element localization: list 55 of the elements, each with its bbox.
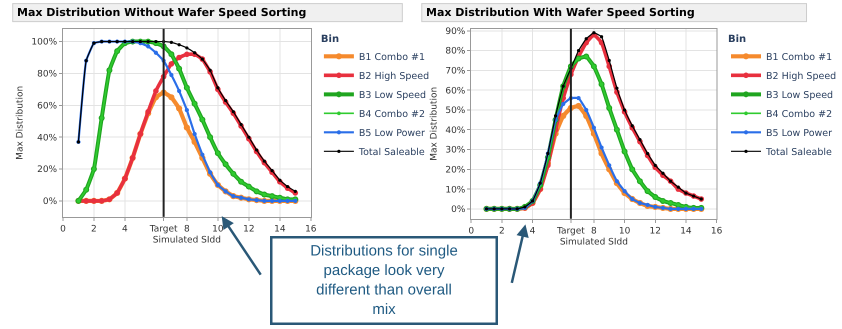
x-tick-label: 0 [468,226,474,237]
y-tick-label: 70% [445,66,466,77]
y-tick-label: 100% [31,38,58,48]
y-axis-title: Max Distribution [16,86,26,160]
legend-label: B5 Low Power [358,128,426,140]
x-tick-label: Target [148,224,178,235]
y-tick-label: 20% [445,165,466,176]
x-tick-label: 10 [212,224,224,235]
x-tick-label: 8 [591,226,598,237]
y-tick-label: 0% [42,197,58,208]
chart-title: Max Distribution Without Wafer Speed Sorting [17,6,306,19]
legend-title: Bin [320,34,340,45]
legend-label: B3 Low Speed [766,90,834,102]
x-tick-label: 16 [305,224,317,235]
y-axis-title: Max Distribution [430,86,440,161]
y-tick-label: 60% [445,86,466,96]
x-tick-label: 10 [618,226,631,237]
x-tick-label: 8 [184,224,190,235]
legend-label: B5 Low Power [766,128,832,140]
x-tick-label: 2 [498,226,505,237]
legend-label: B4 Combo #2 [766,109,832,120]
legend-label: B1 Combo #1 [766,52,832,64]
text: Distributions for single package look very different than overall mix [310,242,458,318]
legend-title: Bin [728,34,746,45]
y-tick-label: 80% [37,70,58,80]
legend-label: B4 Combo #2 [358,109,426,120]
y-tick-label: 80% [445,46,466,57]
x-axis-title: Simulated SIdd [152,235,221,246]
x-tick-label: 16 [710,226,723,237]
x-tick-label: 14 [680,226,692,237]
legend-label: B1 Combo #1 [358,52,426,64]
x-tick-label: 4 [530,226,536,237]
y-tick-label: 60% [37,101,58,112]
x-axis-title: Simulated SIdd [560,237,628,248]
legend-label: Total Saleable [765,147,832,158]
y-tick-label: 40% [37,133,58,144]
x-tick-label: 2 [91,224,97,235]
chart-title: Max Distribution With Wafer Speed Sorting [426,6,695,19]
x-tick-label: 14 [274,224,286,235]
legend-label: B3 Low Speed [358,90,426,102]
x-tick-label: 12 [243,224,255,235]
y-tick-label: 50% [445,106,466,116]
y-tick-label: 0% [451,205,466,216]
y-tick-label: 30% [445,146,466,156]
x-tick-label: Target [556,226,586,237]
legend-label: Total Saleable [358,147,425,158]
x-tick-label: 4 [122,224,128,235]
x-tick-label: 12 [650,226,661,237]
x-tick-label: 0 [60,224,66,235]
y-tick-label: 20% [37,165,58,176]
legend-label: B2 High Speed [766,71,836,82]
y-tick-label: 40% [445,126,466,136]
y-tick-label: 10% [445,185,466,196]
legend-label: B2 High Speed [358,71,430,82]
y-tick-label: 90% [445,26,466,37]
